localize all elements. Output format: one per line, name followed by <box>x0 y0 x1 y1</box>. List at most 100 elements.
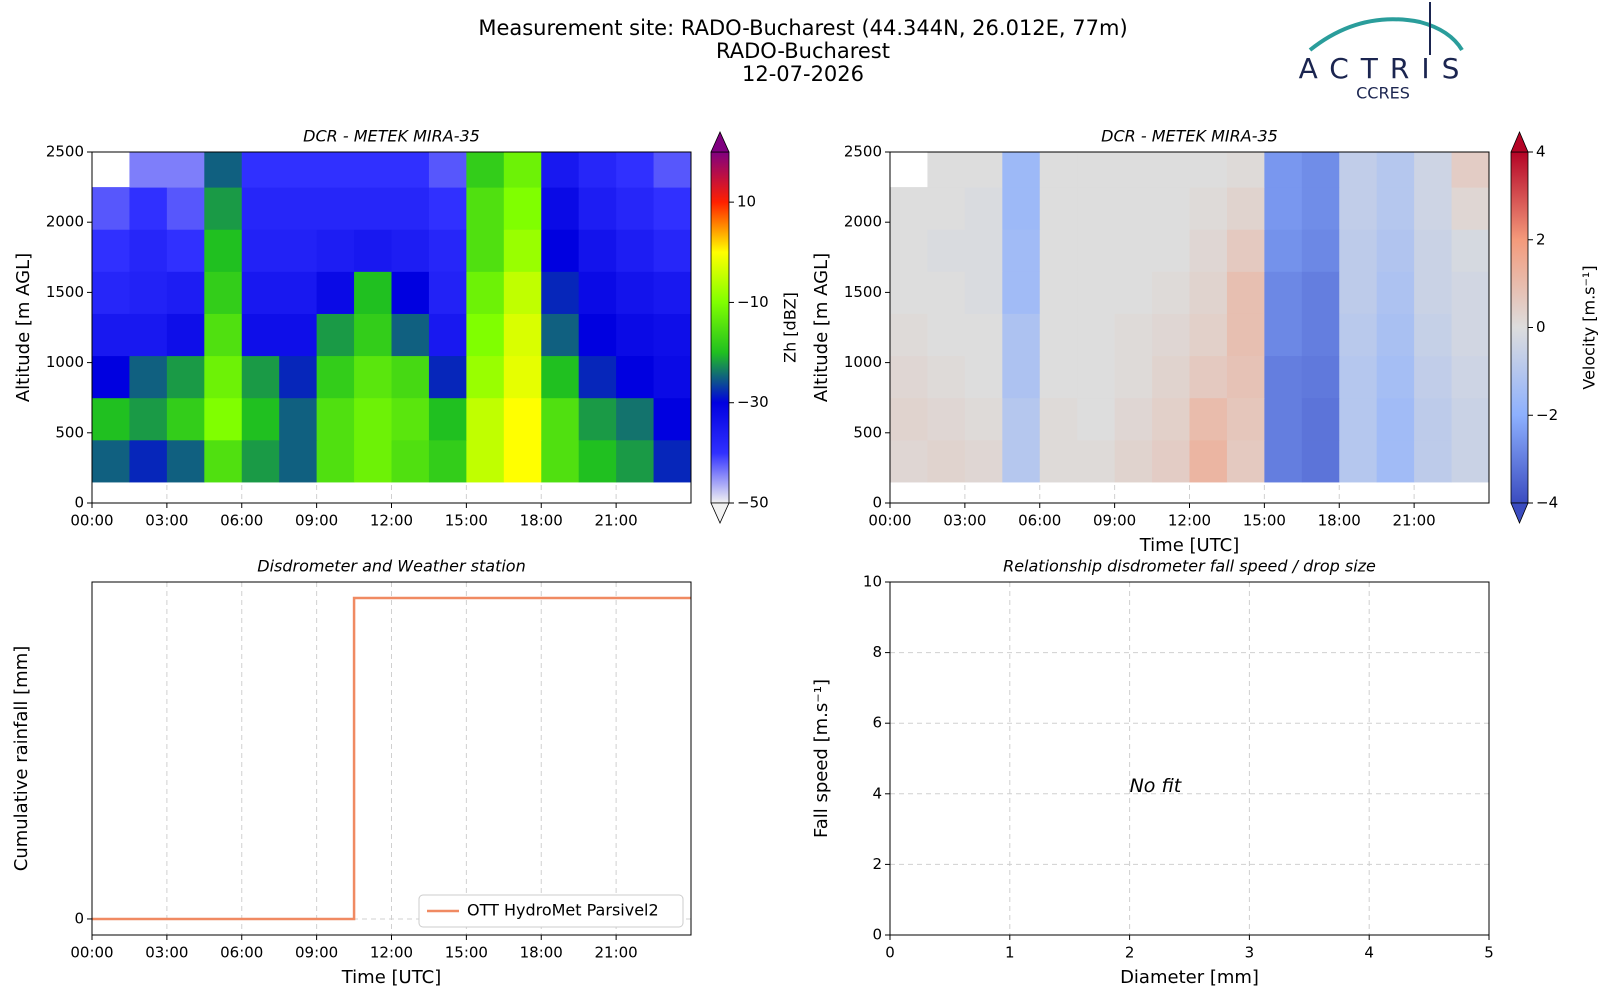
heatmap-cell <box>1376 152 1415 188</box>
colorbar-tick-label: −10 <box>737 293 769 311</box>
colorbar-label: Zh [dBZ] <box>781 292 800 363</box>
heatmap-cell <box>1301 271 1340 314</box>
heatmap-cell <box>1152 152 1190 188</box>
heatmap-cell <box>92 229 130 272</box>
heatmap-cell <box>204 187 243 230</box>
heatmap-cell <box>1189 152 1228 188</box>
heatmap-cell <box>1451 439 1490 483</box>
colorbar-tick-label: −2 <box>1536 406 1558 424</box>
heatmap-cell <box>503 397 542 441</box>
heatmap-cell <box>503 355 542 399</box>
heatmap-cell <box>653 271 692 314</box>
heatmap-cell <box>1376 355 1415 399</box>
heatmap-cell <box>653 152 692 188</box>
y-tick-label: 0 <box>74 909 84 927</box>
heatmap-cell <box>1002 355 1041 399</box>
y-tick-label: 0 <box>872 494 882 512</box>
heatmap-cell <box>166 355 205 399</box>
heatmap-cell <box>1189 229 1228 272</box>
heatmap-cell <box>204 313 243 357</box>
heatmap-cell <box>653 229 692 272</box>
heatmap-cell <box>1226 397 1265 441</box>
heatmap-cell <box>1189 271 1228 314</box>
heatmap-cell <box>1077 313 1116 357</box>
heatmap-cell <box>890 397 928 441</box>
heatmap-cell <box>1002 397 1041 441</box>
heatmap-cell <box>1077 439 1116 483</box>
heatmap-cell <box>1339 397 1378 441</box>
colorbar-extend-bottom <box>710 502 730 524</box>
x-tick-label: 12:00 <box>370 944 413 962</box>
heatmap-cell <box>616 187 655 230</box>
heatmap-cell <box>1226 313 1265 357</box>
heatmap-cell <box>166 439 205 483</box>
heatmap-cell <box>1264 271 1303 314</box>
heatmap-cell <box>616 397 655 441</box>
heatmap-cell <box>354 271 392 314</box>
y-tick-label: 500 <box>853 423 882 441</box>
heatmap-cell <box>316 313 355 357</box>
heatmap-cell <box>1301 397 1340 441</box>
legend-label: OTT HydroMet Parsivel2 <box>467 901 659 920</box>
heatmap-cell <box>616 152 655 188</box>
heatmap-cell <box>578 397 617 441</box>
colorbar-tick-label: −30 <box>737 393 769 411</box>
heatmap-cell <box>1339 355 1378 399</box>
heatmap-cell <box>964 229 1003 272</box>
heatmap-cell <box>964 187 1003 230</box>
y-tick-label: 4 <box>872 784 882 802</box>
heatmap-cell <box>541 229 580 272</box>
heatmap-cell <box>890 271 928 314</box>
heatmap-cell <box>279 313 318 357</box>
heatmap-cell <box>503 229 542 272</box>
heatmap-cell <box>428 313 467 357</box>
heatmap-cell <box>927 271 966 314</box>
heatmap-cell <box>541 313 580 357</box>
heatmap-cell <box>653 355 692 399</box>
x-tick-label: 21:00 <box>1393 512 1436 530</box>
heatmap-cell <box>1114 313 1153 357</box>
heatmap-cell <box>890 187 928 230</box>
heatmap-cell <box>503 152 542 188</box>
heatmap-cell <box>129 187 168 230</box>
heatmap-cell <box>1077 397 1116 441</box>
heatmap-cell <box>1002 271 1041 314</box>
heatmap-cell <box>204 355 243 399</box>
heatmap-cell <box>616 313 655 357</box>
heatmap-cell <box>541 439 580 483</box>
heatmap-cell <box>428 187 467 230</box>
heatmap-cell <box>391 439 430 483</box>
heatmap-cell <box>964 439 1003 483</box>
colorbar-tick-label: 10 <box>737 193 756 211</box>
heatmap-cell <box>927 152 966 188</box>
heatmap-cell <box>241 271 280 314</box>
heatmap-cell <box>1077 355 1116 399</box>
heatmap-cell <box>1039 229 1078 272</box>
panel: −50 −30 −10 10 Zh [dBZ] 00:00 03:00 06:00 09:00 1… <box>13 127 800 530</box>
heatmap-cell <box>129 439 168 483</box>
heatmap-cell <box>1414 355 1453 399</box>
heatmap-cell <box>578 271 617 314</box>
y-axis-label: Altitude [m AGL] <box>13 253 34 402</box>
heatmap-cell <box>241 439 280 483</box>
heatmap-cell <box>1039 152 1078 188</box>
heatmap-cell <box>428 439 467 483</box>
colorbar <box>1510 151 1529 504</box>
x-tick-label: 4 <box>1364 944 1374 962</box>
heatmap-cell <box>1264 229 1303 272</box>
heatmap-cell <box>890 313 928 357</box>
heatmap-cell <box>541 152 580 188</box>
heatmap-cell <box>1002 229 1041 272</box>
heatmap-cell <box>1077 152 1116 188</box>
heatmap-cell <box>279 229 318 272</box>
heatmap-cell <box>1039 271 1078 314</box>
y-tick-label: 10 <box>863 573 882 591</box>
heatmap-cell <box>1189 439 1228 483</box>
heatmap-cell <box>279 187 318 230</box>
heatmap-cell <box>1414 397 1453 441</box>
heatmap-cell <box>1414 313 1453 357</box>
heatmap-cell <box>241 229 280 272</box>
x-tick-label: 1 <box>1005 944 1015 962</box>
heatmap-cell <box>241 152 280 188</box>
heatmap-cell <box>1339 187 1378 230</box>
